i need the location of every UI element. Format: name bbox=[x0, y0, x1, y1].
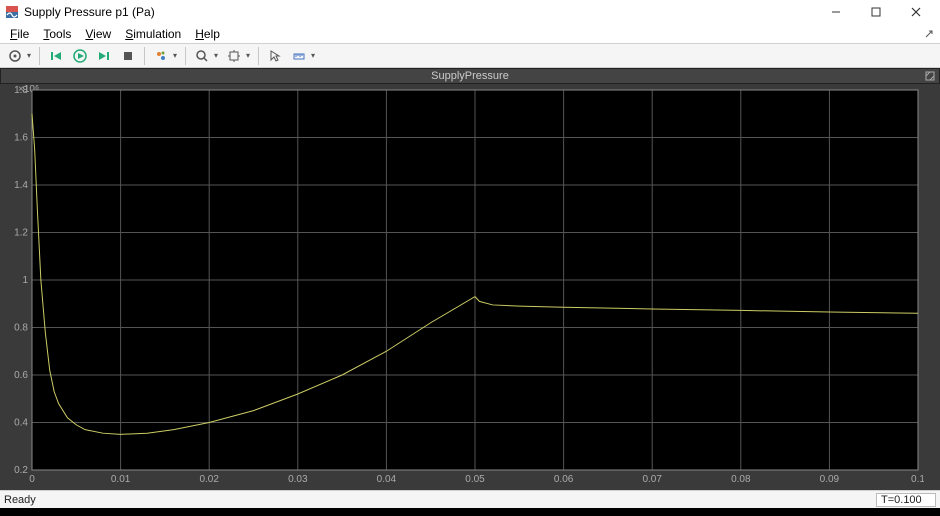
plot-title: SupplyPressure bbox=[431, 70, 509, 82]
app-icon bbox=[4, 4, 20, 20]
window-title: Supply Pressure p1 (Pa) bbox=[24, 5, 816, 19]
svg-text:0.04: 0.04 bbox=[377, 474, 397, 485]
svg-text:0.2: 0.2 bbox=[14, 465, 28, 476]
stop-button[interactable] bbox=[117, 46, 139, 66]
svg-text:0: 0 bbox=[29, 474, 35, 485]
svg-text:1.8: 1.8 bbox=[14, 85, 28, 96]
svg-text:0.4: 0.4 bbox=[14, 418, 28, 429]
menu-tools[interactable]: Tools bbox=[37, 26, 77, 42]
maximize-button[interactable] bbox=[856, 0, 896, 24]
svg-text:0.6: 0.6 bbox=[14, 370, 28, 381]
bottom-bar bbox=[0, 508, 940, 516]
svg-text:0.03: 0.03 bbox=[288, 474, 308, 485]
trigger-button[interactable]: ▾ bbox=[150, 46, 180, 66]
scope-window: Supply Pressure p1 (Pa) File Tools View … bbox=[0, 0, 940, 516]
svg-text:1: 1 bbox=[22, 275, 28, 286]
plot-container: SupplyPressure ×10⁶ 00.010.020.030.040.0… bbox=[0, 68, 940, 490]
menu-simulation[interactable]: Simulation bbox=[119, 26, 187, 42]
svg-text:0.02: 0.02 bbox=[199, 474, 219, 485]
titlebar: Supply Pressure p1 (Pa) bbox=[0, 0, 940, 24]
autoscale-button[interactable]: ▾ bbox=[223, 46, 253, 66]
svg-text:1.2: 1.2 bbox=[14, 228, 28, 239]
status-text: Ready bbox=[4, 494, 876, 506]
svg-text:0.06: 0.06 bbox=[554, 474, 574, 485]
step-back-button[interactable] bbox=[45, 46, 67, 66]
close-button[interactable] bbox=[896, 0, 936, 24]
plot-body[interactable]: ×10⁶ 00.010.020.030.040.050.060.070.080.… bbox=[0, 84, 940, 490]
svg-text:1.6: 1.6 bbox=[14, 133, 28, 144]
svg-text:0.1: 0.1 bbox=[911, 474, 924, 485]
menu-view[interactable]: View bbox=[79, 26, 117, 42]
svg-text:0.05: 0.05 bbox=[465, 474, 485, 485]
svg-text:1.4: 1.4 bbox=[14, 180, 28, 191]
menu-help[interactable]: Help bbox=[189, 26, 226, 42]
run-button[interactable] bbox=[69, 46, 91, 66]
chart-svg: 0 0.01 0.02 0.03 0.04 0.05 0.06 0.07 0.08 0.09 0.1… bbox=[0, 84, 924, 488]
step-forward-button[interactable] bbox=[93, 46, 115, 66]
svg-text:0.08: 0.08 bbox=[731, 474, 751, 485]
measurements-button[interactable]: ▾ bbox=[288, 46, 318, 66]
plot-titlebar: SupplyPressure bbox=[0, 68, 940, 84]
zoom-button[interactable]: ▾ bbox=[191, 46, 221, 66]
menubar: File Tools View Simulation Help bbox=[0, 24, 940, 44]
cursor-button[interactable] bbox=[264, 46, 286, 66]
undock-icon[interactable] bbox=[922, 27, 936, 41]
svg-text:0.07: 0.07 bbox=[642, 474, 662, 485]
menu-file[interactable]: File bbox=[4, 26, 35, 42]
plot-maximize-icon[interactable] bbox=[924, 70, 936, 82]
status-time: T=0.100 bbox=[876, 493, 936, 507]
minimize-button[interactable] bbox=[816, 0, 856, 24]
svg-text:0.09: 0.09 bbox=[820, 474, 840, 485]
svg-text:0.8: 0.8 bbox=[14, 323, 28, 334]
toolbar: ▾ ▾ ▾ ▾ bbox=[0, 44, 940, 68]
svg-text:0.01: 0.01 bbox=[111, 474, 131, 485]
configure-button[interactable]: ▾ bbox=[4, 46, 34, 66]
statusbar: Ready T=0.100 bbox=[0, 490, 940, 508]
